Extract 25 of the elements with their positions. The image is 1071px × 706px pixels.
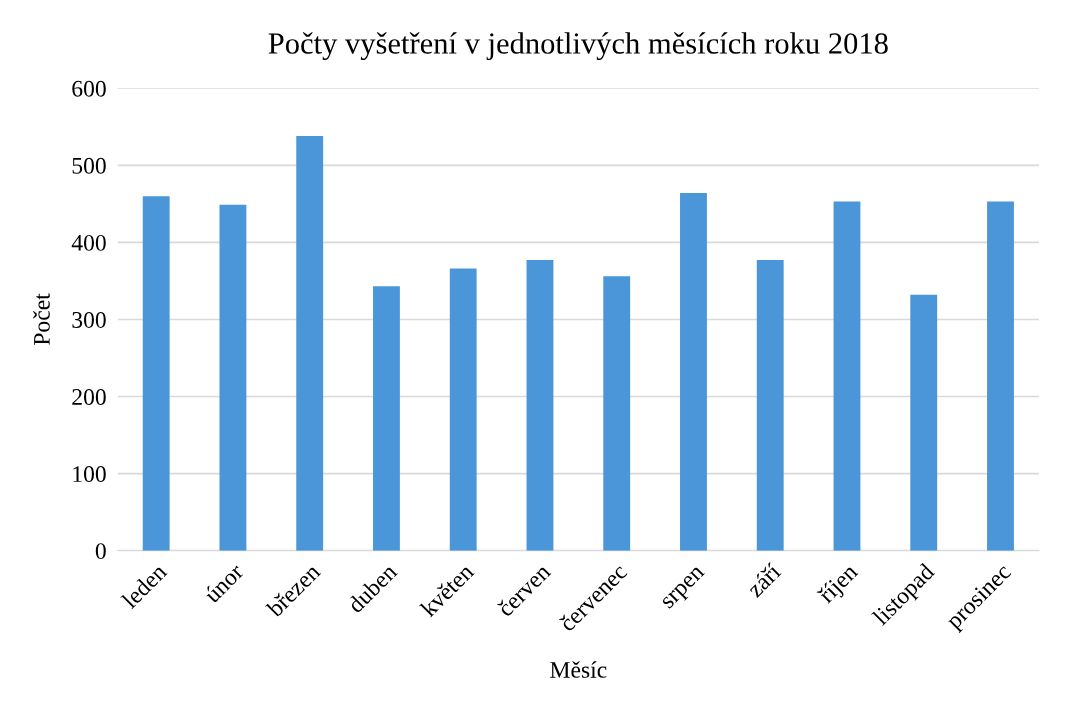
y-tick-label: 0 [95, 543, 106, 560]
bar [987, 201, 1014, 551]
x-tick-label: říjen [816, 562, 862, 608]
y-tick-label: 400 [71, 234, 106, 251]
bar [449, 268, 477, 551]
bar [373, 286, 400, 551]
bar [910, 294, 938, 551]
y-tick-label: 300 [72, 311, 106, 328]
bar [833, 201, 861, 551]
x-tick-label: únor [202, 561, 245, 604]
y-tick-label: 100 [73, 466, 106, 483]
y-tick-label: 600 [72, 80, 106, 97]
bar [680, 193, 707, 551]
x-axis-title: Měsíc [550, 661, 607, 678]
bar [219, 204, 247, 551]
y-tick-label: 200 [72, 389, 106, 405]
bar [603, 276, 631, 551]
y-axis-title: Počet [33, 293, 50, 346]
bar [526, 260, 554, 551]
bar [296, 136, 324, 551]
y-tick-label: 500 [72, 157, 106, 174]
x-tick-label: září [745, 561, 782, 599]
bar [756, 260, 784, 551]
bar [142, 196, 170, 551]
chart-title: Počty vyšetření v jednotlivých měsících roku 2018 [268, 32, 888, 61]
